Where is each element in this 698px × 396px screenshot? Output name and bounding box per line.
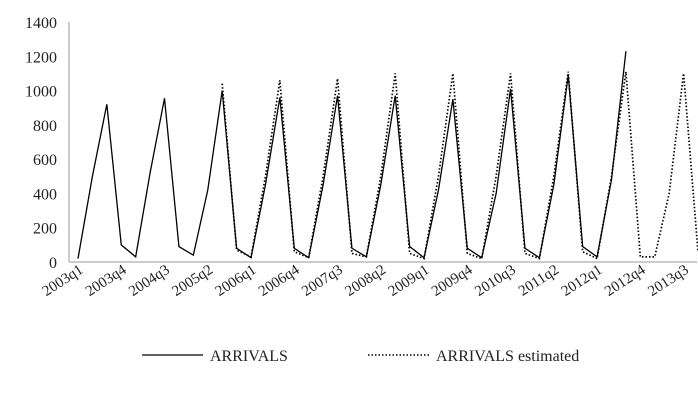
y-tick-label: 0	[49, 255, 57, 272]
y-tick-label: 200	[33, 221, 57, 238]
x-axis-ticks: 2003q12003q42004q32005q22006q12006q42007…	[40, 262, 692, 300]
x-tick-label: 2011q2	[516, 262, 562, 300]
y-tick-label: 600	[33, 152, 57, 169]
chart-series	[77, 51, 698, 260]
x-tick-label: 2003q1	[40, 262, 86, 300]
x-tick-label: 2006q4	[256, 262, 303, 300]
chart-legend: ARRIVALS ARRIVALS estimated	[142, 348, 579, 365]
x-tick-label: 2004q3	[126, 262, 172, 300]
y-tick-label: 400	[33, 186, 57, 203]
x-tick-label: 2012q4	[602, 262, 649, 300]
legend-label-arrivals: ARRIVALS	[210, 348, 288, 365]
y-tick-label: 1000	[25, 84, 57, 101]
legend-label-arrivals-estimated: ARRIVALS estimated	[436, 348, 579, 365]
x-tick-label: 2009q1	[386, 262, 432, 300]
series-line-arrivals-estimated	[221, 71, 698, 260]
y-tick-label: 1200	[25, 49, 57, 66]
x-tick-label: 2003q4	[83, 262, 130, 300]
y-tick-label: 800	[33, 118, 57, 135]
x-tick-label: 2006q1	[213, 262, 259, 300]
x-tick-label: 2007q3	[299, 262, 345, 300]
y-tick-label: 1400	[25, 15, 57, 32]
x-tick-label: 2012q1	[559, 262, 605, 300]
x-tick-label: 2010q3	[472, 262, 518, 300]
x-tick-label: 2009q4	[429, 262, 476, 300]
x-tick-label: 2013q3	[645, 262, 691, 300]
x-tick-label: 2005q2	[169, 262, 215, 300]
chart-axes	[68, 22, 697, 263]
y-axis-ticks: 0 200 400 600 800 1000 1200 1400	[25, 15, 57, 272]
x-tick-label: 2008q2	[343, 262, 389, 300]
series-line-arrivals	[77, 51, 627, 259]
